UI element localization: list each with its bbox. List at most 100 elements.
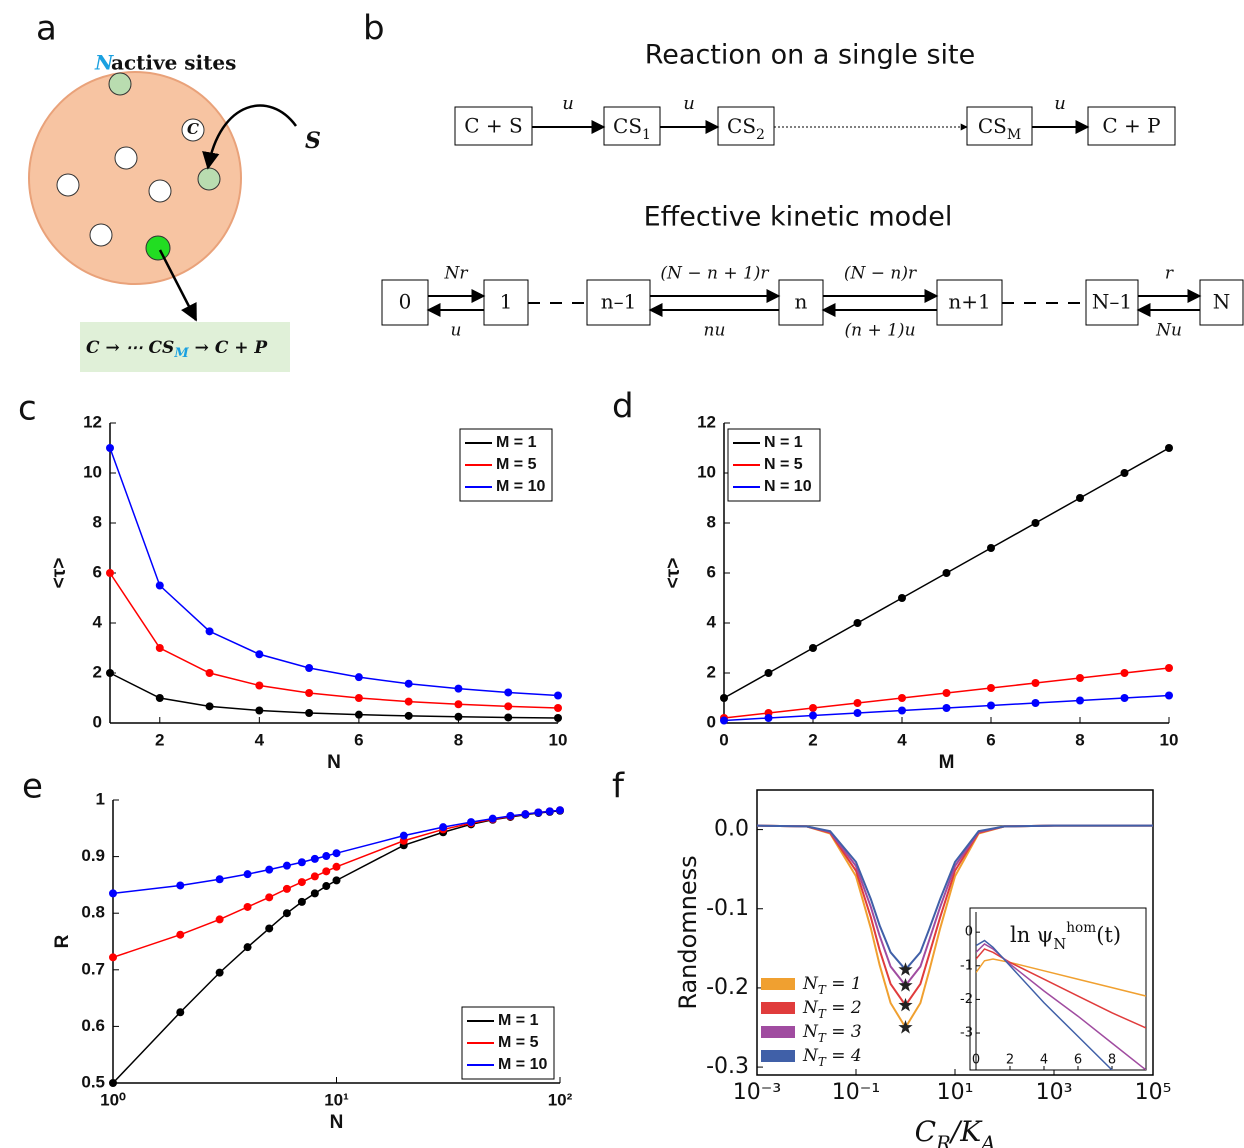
data-point bbox=[404, 679, 413, 688]
y-tick-label: 10 bbox=[697, 462, 716, 481]
y-tick-label: 0.0 bbox=[714, 817, 749, 842]
series-line bbox=[757, 824, 1153, 972]
rate-label: r bbox=[1165, 264, 1174, 284]
inset-title: ln ψNhom(t) bbox=[1010, 920, 1121, 953]
x-axis-label: M bbox=[939, 752, 955, 773]
data-point bbox=[205, 669, 214, 677]
data-point bbox=[176, 1008, 185, 1017]
data-point bbox=[297, 897, 306, 906]
x-axis-label: N bbox=[327, 752, 341, 773]
reaction-part: → C + P bbox=[189, 338, 269, 358]
site bbox=[145, 235, 171, 261]
x-tick-label: 8 bbox=[1075, 730, 1084, 749]
data-point bbox=[987, 544, 995, 552]
rate-label: Nu bbox=[1155, 321, 1182, 341]
state-box bbox=[717, 106, 775, 146]
y-tick-label: 8 bbox=[707, 512, 716, 531]
data-point bbox=[1031, 679, 1040, 687]
legend-label: M = 5 bbox=[496, 456, 537, 473]
data-point bbox=[1076, 696, 1084, 705]
data-point bbox=[265, 865, 274, 874]
data-point bbox=[106, 669, 114, 677]
data-point bbox=[215, 915, 224, 924]
legend-label: M = 1 bbox=[496, 434, 537, 451]
state-box bbox=[381, 279, 429, 326]
data-point bbox=[155, 694, 164, 702]
data-point bbox=[305, 709, 314, 717]
data-point bbox=[255, 706, 264, 715]
data-point bbox=[255, 681, 264, 690]
data-point bbox=[504, 702, 513, 711]
site bbox=[108, 72, 132, 96]
data-point bbox=[297, 858, 306, 867]
star-marker bbox=[898, 1020, 913, 1034]
y-tick-label: 12 bbox=[697, 412, 716, 431]
data-point bbox=[853, 619, 862, 627]
y-tick-label: 4 bbox=[707, 612, 717, 631]
x-tick-label: 2 bbox=[155, 730, 164, 749]
data-point bbox=[310, 872, 319, 881]
x-tick-label: 4 bbox=[897, 730, 907, 749]
inset-y-tick-label: -1 bbox=[960, 958, 973, 973]
y-tick-label: 0 bbox=[707, 712, 716, 731]
state-box bbox=[778, 279, 824, 326]
state-label: n bbox=[795, 290, 808, 314]
x-tick-label: 10 bbox=[549, 730, 568, 749]
state-label: CS1 bbox=[613, 114, 651, 144]
site bbox=[56, 173, 80, 197]
y-tick-label: -0.3 bbox=[706, 1054, 749, 1079]
inset-line bbox=[976, 942, 1146, 1070]
data-point bbox=[1165, 444, 1173, 452]
data-point bbox=[809, 711, 817, 720]
y-tick-label: 10 bbox=[83, 462, 102, 481]
legend-label: M = 1 bbox=[498, 1012, 539, 1029]
x-tick-label: 10³ bbox=[1036, 1080, 1073, 1105]
legend-label: N = 10 bbox=[764, 478, 812, 495]
state-box bbox=[1087, 106, 1176, 146]
legend-label: M = 10 bbox=[498, 1056, 547, 1073]
data-point bbox=[1165, 664, 1173, 672]
legend-label: M = 10 bbox=[496, 478, 545, 495]
state-box bbox=[1199, 279, 1244, 326]
state-label: 0 bbox=[399, 290, 412, 314]
state-label: n+1 bbox=[948, 290, 990, 314]
data-point bbox=[853, 699, 862, 707]
series-line bbox=[109, 672, 559, 719]
rate-label: u bbox=[451, 321, 462, 341]
data-point bbox=[454, 684, 463, 693]
site-label: C bbox=[187, 120, 199, 138]
star-marker bbox=[898, 997, 913, 1012]
inset-line bbox=[976, 948, 1146, 1029]
data-point bbox=[1076, 494, 1084, 502]
x-tick-label: 10⁰ bbox=[100, 1090, 126, 1109]
y-tick-label: 0.9 bbox=[81, 846, 105, 865]
data-point bbox=[265, 924, 274, 933]
x-tick-label: 10¹ bbox=[937, 1080, 974, 1105]
y-tick-label: 0.7 bbox=[81, 959, 105, 978]
data-point bbox=[354, 710, 363, 719]
data-point bbox=[176, 881, 185, 890]
data-point bbox=[176, 930, 185, 939]
state-label: N–1 bbox=[1092, 290, 1132, 314]
inset-x-tick-label: 2 bbox=[1006, 1053, 1014, 1068]
state-box bbox=[603, 106, 661, 146]
data-point bbox=[987, 701, 995, 710]
data-point bbox=[1165, 691, 1173, 700]
diagram-title: Reaction on a single site bbox=[645, 40, 975, 71]
data-point bbox=[521, 810, 530, 819]
data-point bbox=[322, 852, 331, 861]
state-label: N bbox=[1213, 290, 1231, 314]
data-point bbox=[1031, 699, 1040, 707]
rate-label: (N − n + 1)r bbox=[660, 264, 769, 284]
y-axis-label: Randomness bbox=[674, 855, 702, 1009]
data-point bbox=[898, 694, 906, 702]
data-point bbox=[554, 714, 562, 722]
y-tick-label: 0.6 bbox=[81, 1016, 105, 1035]
legend-swatch bbox=[761, 1002, 795, 1014]
legend-label: NT = 4 bbox=[802, 1046, 862, 1070]
reaction-part: M bbox=[173, 346, 189, 361]
y-tick-label: 0.5 bbox=[81, 1072, 105, 1091]
legend-label: M = 5 bbox=[498, 1034, 539, 1051]
data-point bbox=[155, 581, 164, 590]
data-point bbox=[305, 689, 314, 697]
